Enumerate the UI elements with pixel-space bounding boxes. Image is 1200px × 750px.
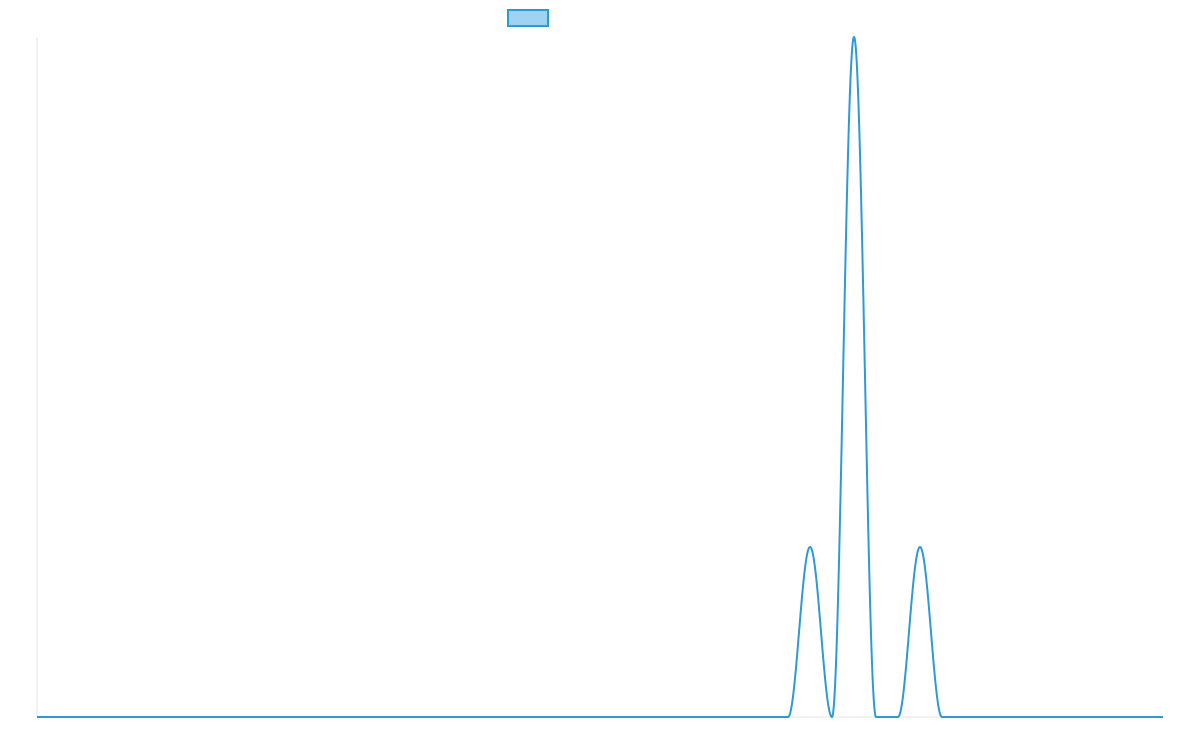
peak-point-2[interactable] <box>916 543 924 551</box>
series-line-0 <box>36 36 1164 718</box>
peak-point-1[interactable] <box>850 33 858 41</box>
series-group <box>36 33 1164 718</box>
legend-swatch[interactable] <box>507 9 549 27</box>
legend[interactable] <box>507 9 549 27</box>
peak-point-0[interactable] <box>806 543 814 551</box>
